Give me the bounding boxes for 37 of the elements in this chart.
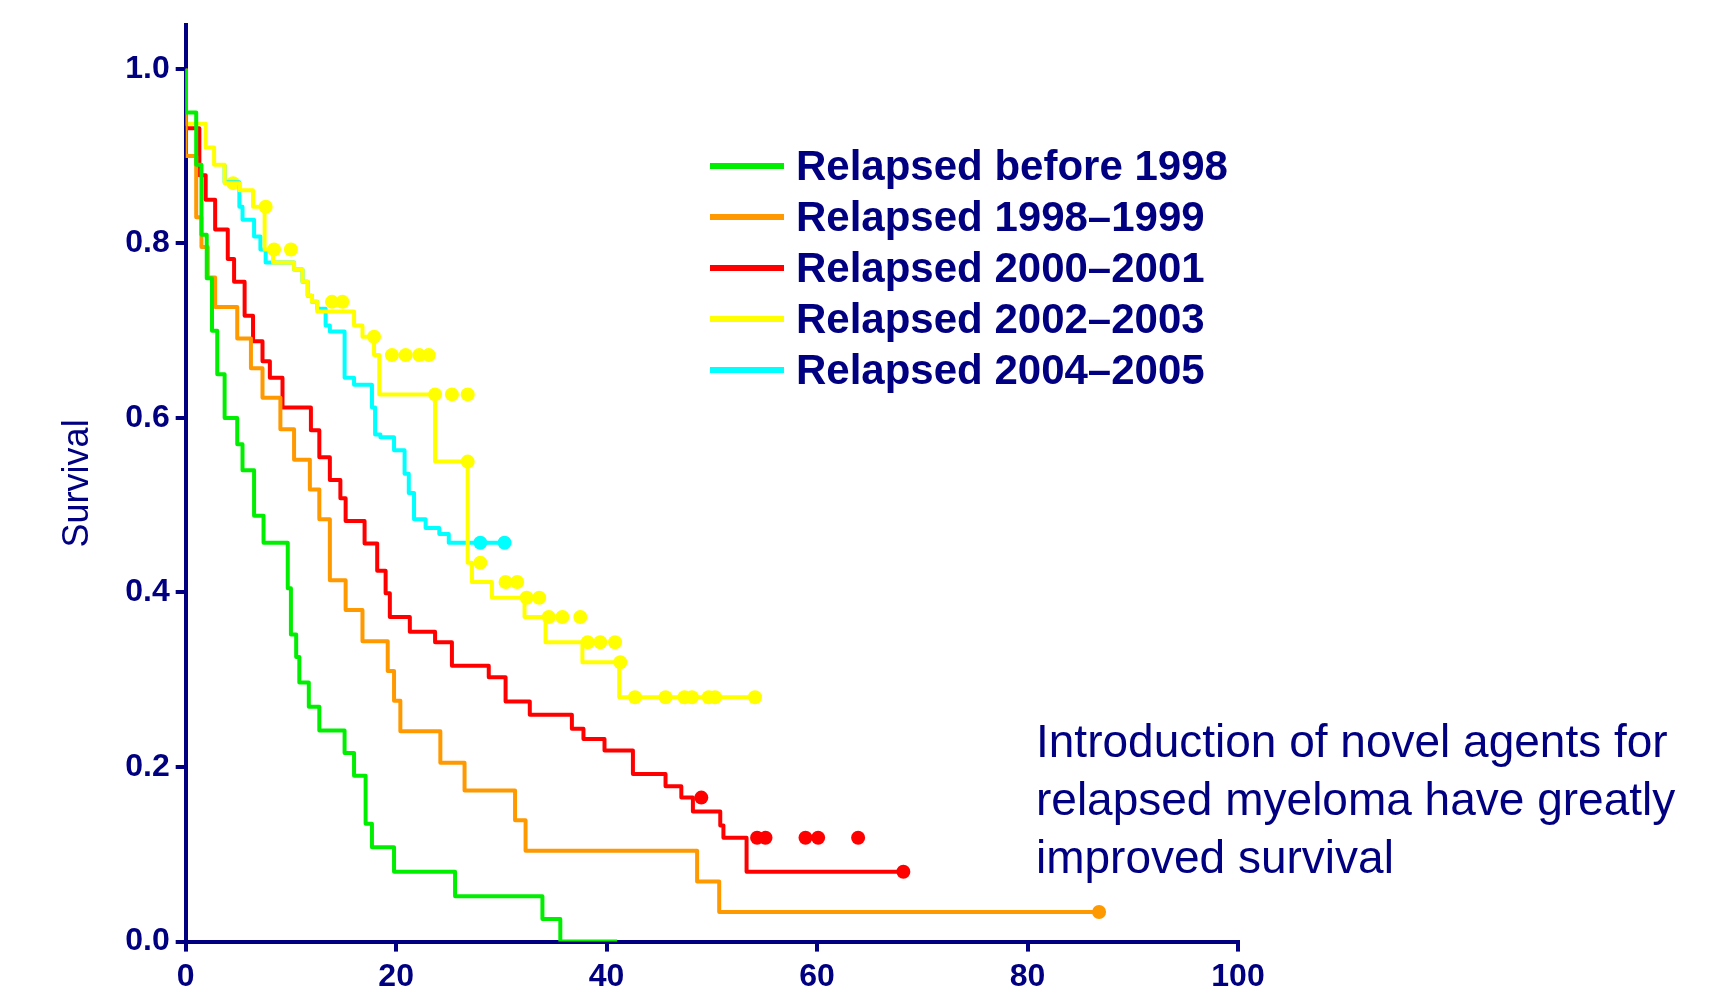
y-tick-label: 0.0 [125,921,170,958]
point [798,830,813,845]
point [335,294,350,309]
y-tick-label: 1.0 [125,48,170,85]
y-tick-label: 0.4 [125,572,170,609]
legend-label: Relapsed 1998–1999 [796,192,1205,241]
y-tick-label: 0.2 [125,746,170,783]
point [573,609,588,624]
point [473,555,488,570]
legend-label: Relapsed 2000–2001 [796,243,1205,292]
legend-label: Relapsed 2002–2003 [796,294,1205,343]
point [398,348,413,363]
point [384,348,399,363]
legend-label: Relapsed before 1998 [796,141,1228,190]
point [851,830,866,845]
point [555,609,570,624]
point [532,590,547,605]
annotation: Introduction of novel agents for relapsed myeloma have greatly improved survival [1036,714,1677,885]
x-tick-label: 20 [378,956,414,993]
point [608,635,623,650]
point [283,242,298,257]
point [510,575,525,590]
x-tick-label: 100 [1211,956,1265,993]
x-tick-label: 60 [799,956,835,993]
y-tick-label: 0.8 [125,223,170,260]
x-tick-label: 40 [588,956,625,993]
x-tick-label: 80 [1009,956,1046,993]
legend-label: Relapsed 2004–2005 [796,345,1205,394]
y-axis-title: Survival [54,419,96,548]
point [811,830,826,845]
point [593,635,608,650]
y-tick-label: 0.6 [125,397,170,434]
point [460,387,475,402]
point [444,387,459,402]
point [694,790,709,805]
point [498,575,513,590]
x-tick-label: 0 [176,956,195,993]
